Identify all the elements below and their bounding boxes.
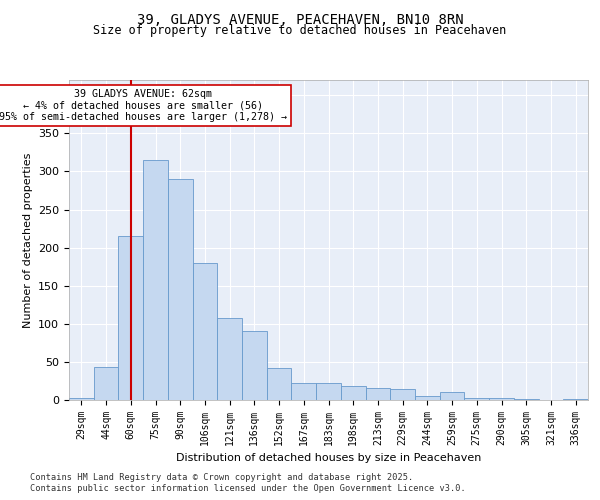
Text: 39, GLADYS AVENUE, PEACEHAVEN, BN10 8RN: 39, GLADYS AVENUE, PEACEHAVEN, BN10 8RN — [137, 12, 463, 26]
Bar — [242, 332, 267, 400]
Text: 39 GLADYS AVENUE: 62sqm
← 4% of detached houses are smaller (56)
95% of semi-det: 39 GLADYS AVENUE: 62sqm ← 4% of detached… — [0, 89, 287, 122]
Bar — [69, 398, 94, 400]
Text: Contains public sector information licensed under the Open Government Licence v3: Contains public sector information licen… — [30, 484, 466, 493]
Bar — [341, 386, 365, 400]
Bar — [94, 367, 118, 400]
Bar — [193, 263, 217, 400]
Bar — [415, 396, 440, 400]
Bar — [440, 392, 464, 400]
Bar — [514, 399, 539, 400]
Bar — [563, 399, 588, 400]
Bar — [217, 318, 242, 400]
Text: Size of property relative to detached houses in Peacehaven: Size of property relative to detached ho… — [94, 24, 506, 37]
Bar — [390, 390, 415, 400]
Bar — [143, 160, 168, 400]
Bar — [292, 383, 316, 400]
Bar — [489, 398, 514, 400]
Bar — [118, 236, 143, 400]
Bar — [168, 179, 193, 400]
Bar — [464, 398, 489, 400]
Text: Contains HM Land Registry data © Crown copyright and database right 2025.: Contains HM Land Registry data © Crown c… — [30, 472, 413, 482]
Bar — [316, 383, 341, 400]
X-axis label: Distribution of detached houses by size in Peacehaven: Distribution of detached houses by size … — [176, 454, 481, 464]
Bar — [365, 388, 390, 400]
Y-axis label: Number of detached properties: Number of detached properties — [23, 152, 32, 328]
Bar — [267, 368, 292, 400]
